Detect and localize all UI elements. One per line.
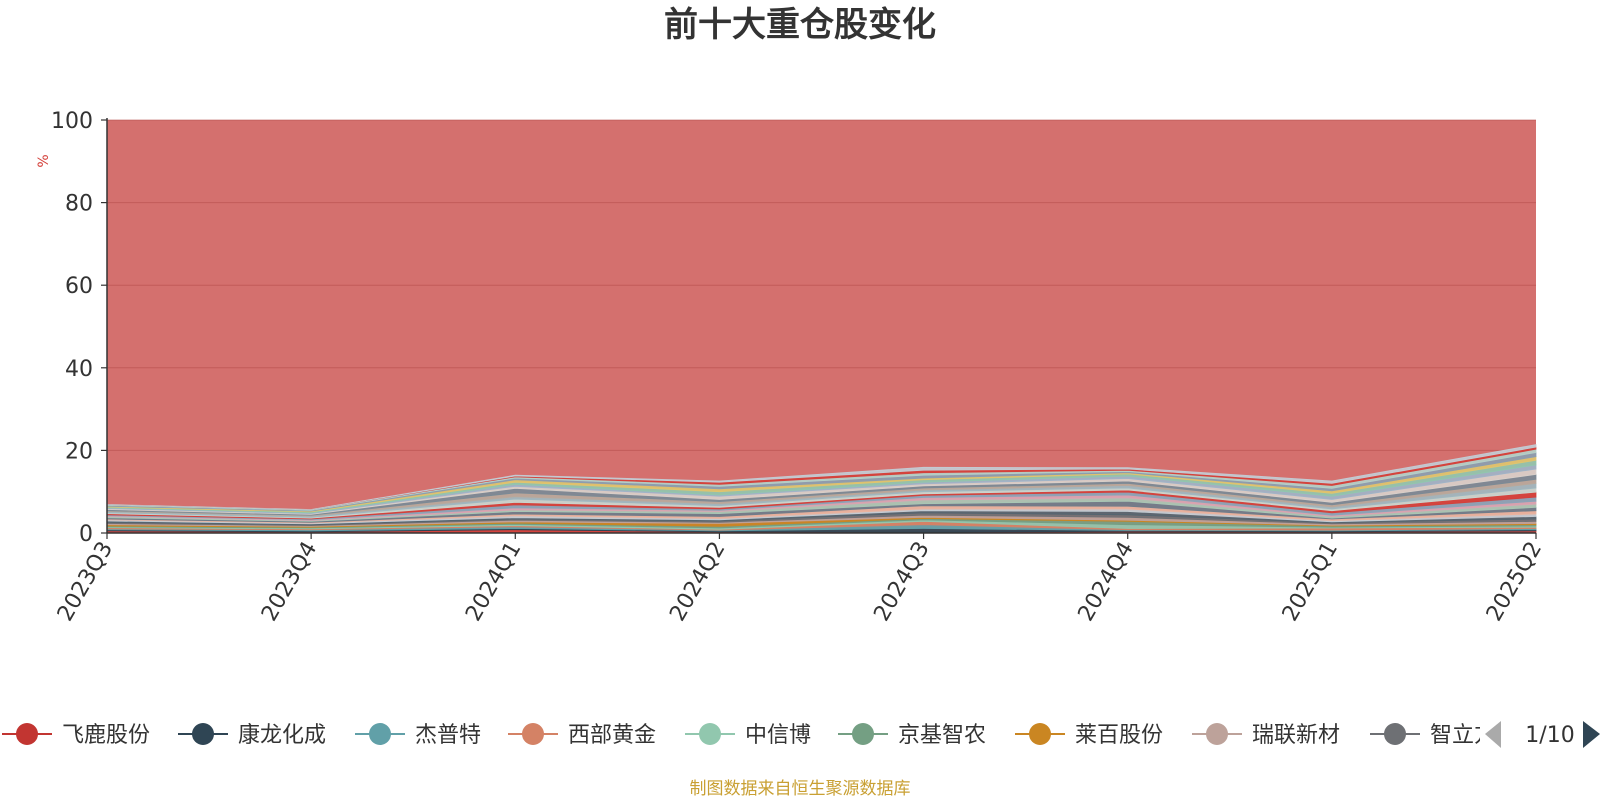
legend-next-icon[interactable] [1583,721,1600,748]
x-tick-label: 2023Q3 [53,538,118,626]
legend: 飞鹿股份 康龙化成 杰普特 西部黄金 中信博 京基智农 莱百股份 瑞联新材 智立方 1/10 [2,721,1600,748]
y-tick-label: 60 [65,274,93,299]
legend-label: 西部黄金 [568,723,656,748]
y-tick-label: 80 [65,192,93,217]
legend-label: 康龙化成 [238,723,326,748]
legend-marker-icon [1384,723,1406,745]
legend-marker-icon [852,723,874,745]
chart-title: 前十大重仓股变化 [664,5,936,45]
x-tick-label: 2024Q1 [461,538,526,626]
legend-page-indicator: 1/10 [1525,723,1574,748]
legend-label: 京基智农 [898,723,986,748]
legend-items: 飞鹿股份 康龙化成 杰普特 西部黄金 中信博 京基智农 莱百股份 瑞联新材 智立方 [2,723,1496,748]
remainder-area [107,120,1536,533]
legend-marker-icon [192,723,214,745]
x-tick-label: 2023Q4 [257,538,322,626]
legend-marker-icon [1206,723,1228,745]
legend-item[interactable]: 京基智农 [838,723,986,748]
x-tick-label: 2024Q3 [869,538,934,626]
legend-marker-icon [1029,723,1051,745]
legend-prev-icon[interactable] [1485,721,1501,748]
legend-item[interactable]: 西部黄金 [508,723,656,748]
legend-item[interactable]: 飞鹿股份 [2,723,150,748]
source-note: 制图数据来自恒生聚源数据库 [690,779,911,799]
legend-label: 飞鹿股份 [62,723,150,748]
legend-item[interactable]: 杰普特 [355,723,481,748]
legend-item[interactable]: 智立方 [1370,723,1496,748]
legend-marker-icon [699,723,721,745]
legend-label: 瑞联新材 [1252,723,1340,748]
x-tick-label: 2025Q2 [1482,538,1547,626]
x-tick-label: 2025Q1 [1278,538,1343,626]
legend-marker-icon [16,723,38,745]
legend-label: 莱百股份 [1075,723,1163,748]
legend-label: 中信博 [745,723,811,748]
y-tick-label: 20 [65,439,93,464]
y-tick-label: 40 [65,357,93,382]
x-tick-label: 2024Q4 [1074,538,1139,626]
legend-marker-icon [522,723,544,745]
legend-item[interactable]: 瑞联新材 [1192,723,1340,748]
legend-item[interactable]: 康龙化成 [178,723,326,748]
y-tick-label: 100 [51,109,93,134]
legend-label: 智立方 [1430,723,1496,748]
plot-area [106,119,1537,534]
legend-label: 杰普特 [415,723,481,748]
x-tick-label: 2024Q2 [665,538,730,626]
legend-item[interactable]: 中信博 [685,723,811,748]
y-tick-label: 0 [79,522,93,547]
y-axis-label: % [36,154,52,167]
legend-marker-icon [369,723,391,745]
legend-item[interactable]: 莱百股份 [1015,723,1163,748]
area-series-29 [106,444,1537,510]
